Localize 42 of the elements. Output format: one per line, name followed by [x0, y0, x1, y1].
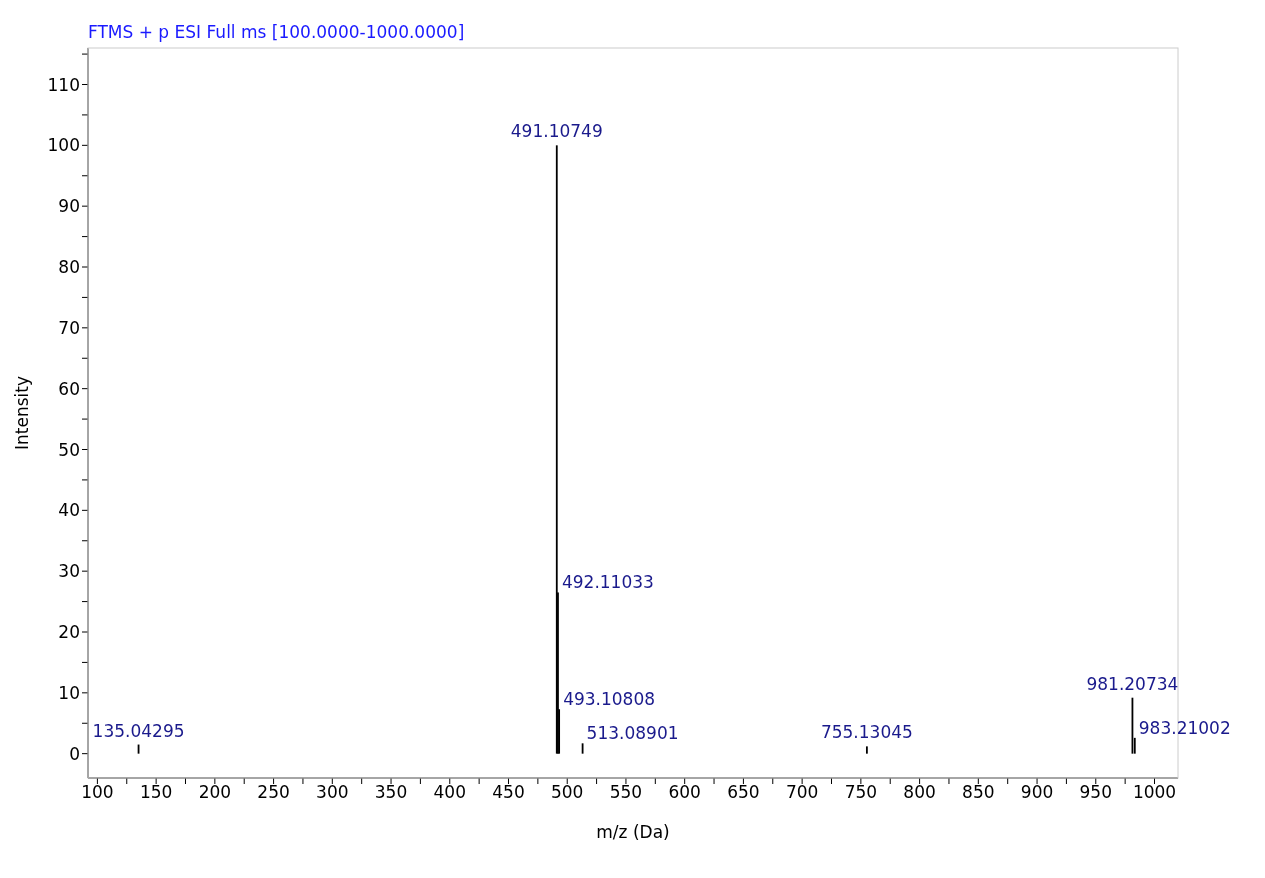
x-tick-label: 850: [962, 782, 995, 803]
x-tick-label: 450: [492, 782, 525, 803]
x-tick-label: 900: [1020, 782, 1054, 803]
x-tick-label: 500: [551, 782, 584, 803]
chart-title: FTMS + p ESI Full ms [100.0000-1000.0000]: [88, 22, 465, 42]
x-tick-label: 950: [1079, 782, 1113, 803]
x-tick-label: 550: [609, 782, 643, 803]
x-tick-label: 200: [198, 782, 232, 803]
annotation: 983.21002: [1138, 717, 1231, 738]
y-tick-label: 20: [58, 622, 80, 643]
annotation: 492.11033: [561, 572, 654, 593]
x-tick-label: 350: [374, 782, 408, 803]
y-axis-title: Intensity: [12, 376, 32, 450]
x-tick-label: 700: [785, 782, 819, 803]
y-tick-label: 0: [69, 743, 80, 764]
annotation: 513.08901: [586, 723, 679, 744]
x-tick-label: 650: [727, 782, 760, 803]
y-tick-label: 30: [58, 561, 80, 582]
x-axis-title: m/z (Da): [596, 822, 670, 842]
y-tick-label: 40: [58, 500, 80, 521]
x-tick-label: 1000: [1132, 782, 1177, 803]
annotation: 135.04295: [92, 720, 185, 741]
x-tick-label: 600: [668, 782, 701, 803]
y-tick-label: 60: [58, 378, 80, 399]
y-tick-label: 80: [58, 257, 80, 278]
annotation: 981.20734: [1086, 673, 1179, 694]
y-tick-label: 70: [58, 317, 80, 338]
annotation: 755.13045: [820, 722, 913, 743]
x-tick-label: 250: [257, 782, 290, 803]
y-tick-label: 90: [58, 196, 80, 217]
y-tick-label: 110: [47, 74, 80, 95]
x-tick-label: 800: [903, 782, 936, 803]
x-tick-label: 750: [844, 782, 878, 803]
x-tick-label: 100: [81, 782, 114, 803]
y-tick-label: 100: [47, 135, 80, 156]
x-tick-label: 150: [139, 782, 173, 803]
y-tick-label: 50: [58, 439, 80, 460]
annotation: 491.10749: [510, 121, 603, 142]
x-tick-label: 400: [433, 782, 466, 803]
y-tick-label: 10: [58, 682, 80, 703]
x-tick-label: 300: [316, 782, 349, 803]
annotation: 493.10808: [563, 689, 656, 710]
